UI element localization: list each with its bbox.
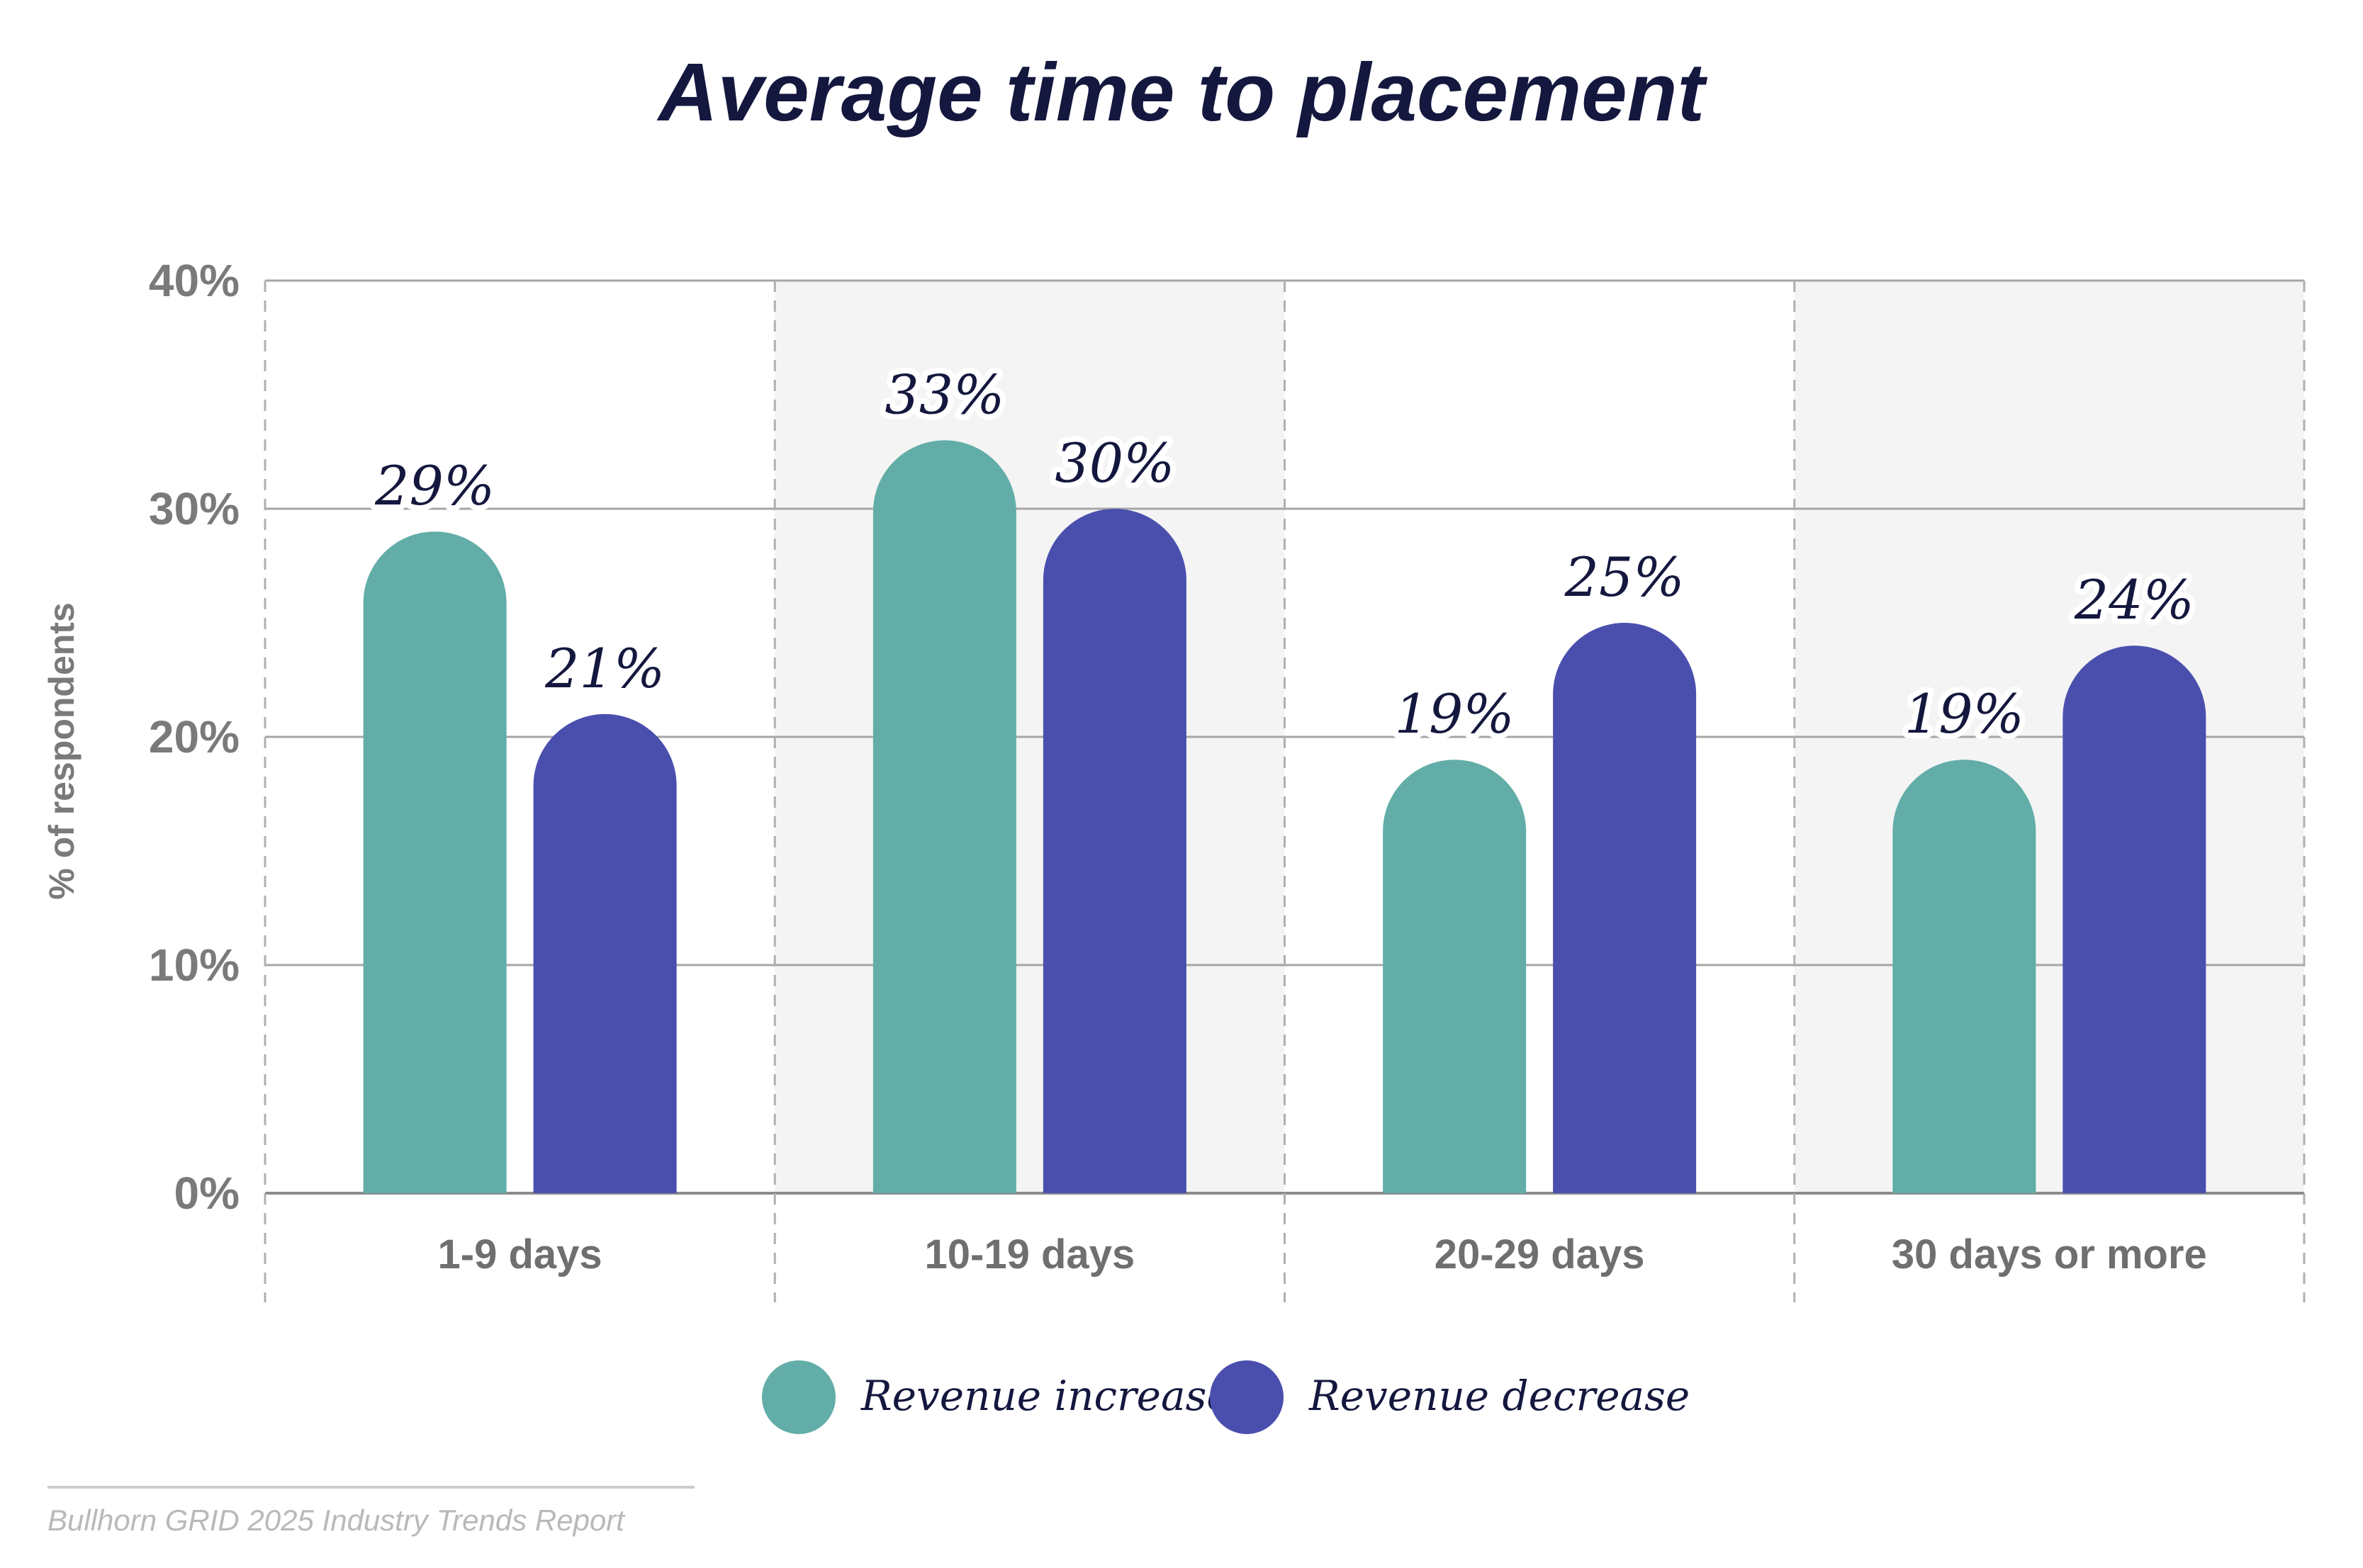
category-label: 1-9 days [438, 1231, 602, 1277]
data-label: 19% [1904, 682, 2024, 745]
y-tick-labels: 0% 10% 20% 30% 40% [149, 255, 240, 1219]
y-tick-label: 10% [149, 940, 240, 991]
data-label: 30% [1055, 432, 1174, 495]
category-label: 30 days or more [1892, 1231, 2207, 1277]
data-label: 29% [374, 454, 495, 517]
y-tick-label: 0% [174, 1168, 240, 1219]
category-label: 10-19 days [925, 1231, 1135, 1277]
legend-label: Revenue increase [860, 1372, 1231, 1420]
source-note: Bullhorn GRID 2025 Industry Trends Repor… [47, 1504, 626, 1537]
legend-swatch [762, 1360, 836, 1434]
data-label: 24% [2074, 568, 2194, 631]
y-tick-label: 40% [149, 255, 240, 306]
bar [363, 531, 507, 1193]
bar [1553, 623, 1697, 1193]
data-labels-layer: 29% 33% 19% 19% 21% 30% 25% 24% [369, 357, 2200, 751]
category-labels-layer: 1-9 days 10-19 days 20-29 days 30 days or m… [438, 1231, 2207, 1277]
data-label: 21% [544, 637, 665, 700]
y-axis-label: % of respondents [42, 602, 82, 899]
data-label: 25% [1564, 546, 1685, 609]
legend: Revenue increase Revenue decrease [762, 1360, 1690, 1434]
bar [1043, 509, 1186, 1193]
category-label: 20-29 days [1435, 1231, 1645, 1277]
bar [533, 714, 677, 1193]
y-tick-label: 20% [149, 711, 240, 762]
bar [1892, 760, 2036, 1193]
bar [872, 440, 1016, 1193]
y-tick-label: 30% [149, 483, 240, 534]
bar [1383, 760, 1527, 1193]
bars-layer [363, 440, 2206, 1193]
data-label: 19% [1395, 682, 1515, 745]
legend-label: Revenue decrease [1308, 1372, 1690, 1420]
chart-title: Average time to placement [656, 46, 1708, 138]
data-label: 33% [885, 363, 1004, 426]
bar [2062, 645, 2206, 1193]
legend-swatch [1210, 1360, 1284, 1434]
